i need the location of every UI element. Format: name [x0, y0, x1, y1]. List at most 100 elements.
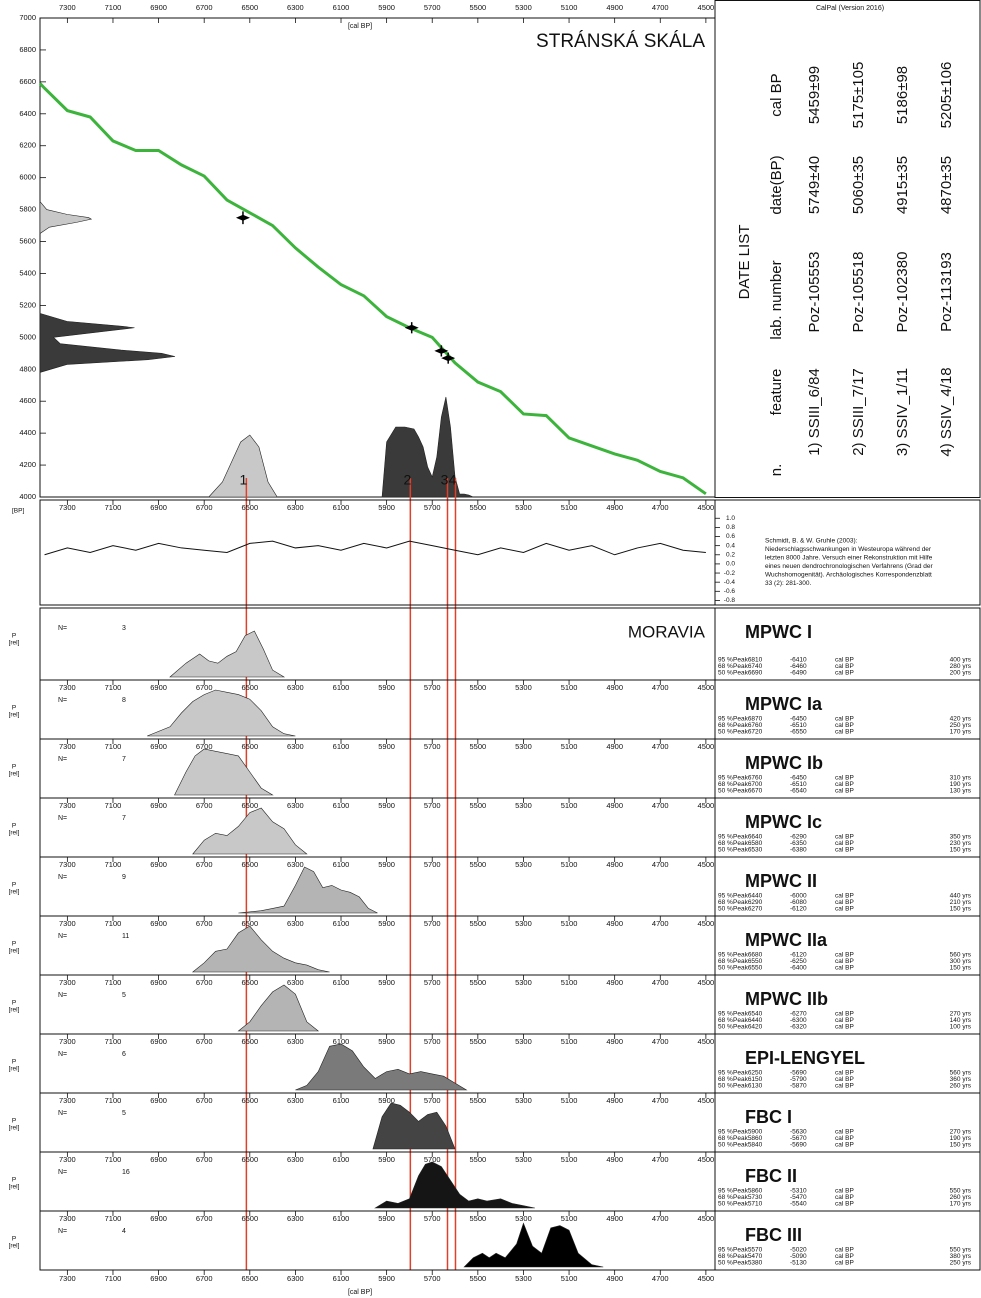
y-axis-label: P [12, 705, 16, 712]
x-tick-label: 5100 [561, 1214, 578, 1223]
stats-cell: Peak5570 [733, 1247, 763, 1254]
stats-cell: -5630 [790, 1129, 807, 1136]
x-tick-label: 6500 [241, 1274, 258, 1283]
plot-frame [39, 17, 716, 498]
date-list-cell: 3) SSIV_1/11 [894, 368, 911, 456]
x-tick-label: 4700 [652, 503, 669, 512]
stats-cell: Peak6270 [733, 906, 763, 913]
stats-cell: 95 % [718, 952, 733, 959]
stats-cell: 270 yrs [950, 1011, 972, 1018]
n-label: N= [58, 697, 67, 704]
x-tick-label: 5700 [424, 503, 441, 512]
stats-cell: Peak6580 [733, 840, 763, 847]
stats-cell: Peak6720 [733, 729, 763, 736]
x-tick-label: 6700 [196, 801, 213, 810]
stats-cell: 170 yrs [950, 729, 972, 736]
n-value: 9 [122, 874, 126, 881]
stats-cell: cal BP [835, 1076, 854, 1083]
date-list-cell: Poz-102380 [894, 252, 911, 333]
x-tick-label: 4900 [606, 1037, 623, 1046]
stats-cell: Peak6810 [733, 657, 763, 664]
stats-cell: Peak6680 [733, 952, 763, 959]
x-tick-label: 4900 [606, 860, 623, 869]
reference-label: 4 [449, 472, 457, 488]
date-list-cell: 1) SSIII_6/84 [806, 368, 823, 456]
x-tick-label: 6700 [196, 742, 213, 751]
y-axis-label: [rel] [9, 640, 20, 647]
stats-cell: 260 yrs [950, 1083, 972, 1090]
x-tick-label: 6700 [196, 1037, 213, 1046]
date-list-cell: Poz-113193 [938, 252, 955, 332]
x-tick-label: 5500 [469, 860, 486, 869]
stats-cell: 420 yrs [950, 716, 972, 723]
stats-cell: cal BP [835, 663, 854, 670]
x-tick-label: 4500 [698, 742, 715, 751]
n-label: N= [58, 1169, 67, 1176]
y-tick-label: 6200 [19, 141, 36, 150]
stats-cell: 95 % [718, 1188, 733, 1195]
date-list-header: n. [768, 464, 785, 477]
x-tick-label: 4900 [606, 1274, 623, 1283]
x-tick-label: 5100 [561, 1274, 578, 1283]
n-value: 11 [122, 933, 129, 940]
stats-cell: Peak5900 [733, 1129, 763, 1136]
stats-cell: -6320 [790, 1024, 807, 1031]
x-tick-label: 5100 [561, 1096, 578, 1105]
y-axis-label: P [12, 1118, 16, 1125]
n-value: 4 [122, 1228, 126, 1235]
x-tick-label: 4900 [606, 1214, 623, 1223]
x-tick-label: 6700 [196, 1096, 213, 1105]
y-tick-label: 4200 [19, 460, 36, 469]
x-tick-label: 6100 [333, 3, 350, 12]
cal-distribution [381, 396, 474, 498]
x-tick-label: 5100 [561, 978, 578, 987]
y-tick-label: 0.6 [726, 533, 735, 540]
x-tick-label: 6100 [333, 801, 350, 810]
stats-cell: cal BP [835, 1129, 854, 1136]
x-tick-label: 6300 [287, 801, 304, 810]
x-tick-label: 5100 [561, 860, 578, 869]
x-tick-label: 5300 [515, 1096, 532, 1105]
x-tick-label: 6300 [287, 3, 304, 12]
x-tick-label: 7100 [105, 1096, 122, 1105]
chart-title: STRÁNSKÁ SKÁLA [536, 31, 705, 52]
stats-cell: -6350 [790, 840, 807, 847]
x-tick-label: 6100 [333, 503, 350, 512]
date-list-cell: 5060±35 [850, 156, 867, 214]
stats-cell: cal BP [835, 958, 854, 965]
cal-distribution [208, 434, 278, 498]
x-tick-label: 5100 [561, 919, 578, 928]
stats-cell: cal BP [835, 670, 854, 677]
x-tick-label: 7100 [105, 1274, 122, 1283]
x-tick-label: 4500 [698, 801, 715, 810]
stats-cell: cal BP [835, 1083, 854, 1090]
y-axis-label: [rel] [9, 1184, 20, 1191]
y-tick-label: 5000 [19, 332, 36, 341]
x-tick-label: 7300 [59, 1096, 76, 1105]
stats-cell: -5670 [790, 1135, 807, 1142]
y-tick-label: 0.2 [726, 552, 735, 559]
group-title: MPWC IIa [745, 930, 828, 950]
y-tick-label: 0.4 [726, 542, 735, 549]
stats-cell: 68 % [718, 1135, 733, 1142]
stats-cell: cal BP [835, 899, 854, 906]
x-tick-label: 5900 [378, 860, 395, 869]
stats-cell: 190 yrs [950, 781, 972, 788]
x-tick-label: 4500 [698, 3, 715, 12]
stats-cell: 50 % [718, 965, 733, 972]
x-tick-label: 6900 [150, 742, 167, 751]
x-tick-label: 6500 [241, 742, 258, 751]
y-tick-label: 6400 [19, 109, 36, 118]
stats-cell: -5870 [790, 1083, 807, 1090]
stats-cell: Peak6290 [733, 899, 763, 906]
x-tick-label: 5500 [469, 683, 486, 692]
stats-cell: 68 % [718, 722, 733, 729]
date-list-cell: 2) SSIII_7/17 [850, 368, 867, 456]
n-value: 7 [122, 815, 126, 822]
x-tick-label: 4700 [652, 860, 669, 869]
stats-cell: Peak5860 [733, 1188, 763, 1195]
stats-cell: cal BP [835, 729, 854, 736]
x-tick-label: 7100 [105, 801, 122, 810]
stats-cell: Peak6250 [733, 1070, 763, 1077]
x-tick-label: 6900 [150, 801, 167, 810]
